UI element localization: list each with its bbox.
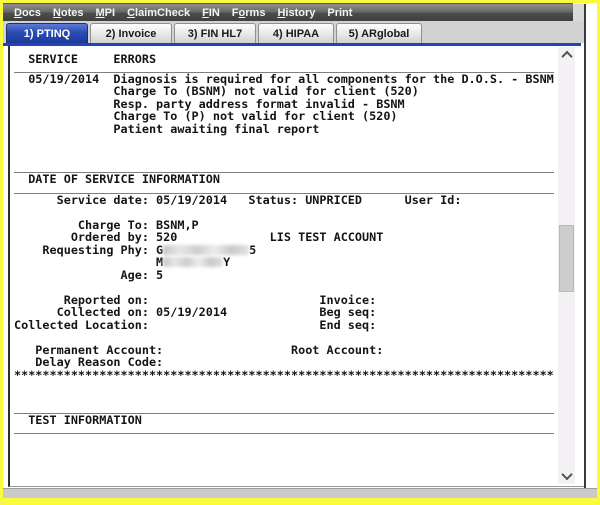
menu-label-part: D bbox=[14, 6, 22, 19]
menu-label-part: laimCheck bbox=[135, 6, 191, 19]
report-panel: SERVICE ERRORS 05/19/2014 Diagnosis is r… bbox=[8, 46, 584, 487]
section-title-date-of-service: DATE OF SERVICE INFORMATION bbox=[14, 172, 220, 186]
menu-item-fin[interactable]: FIN bbox=[196, 7, 226, 19]
chevron-up-icon bbox=[560, 50, 573, 63]
menu-label-part: N bbox=[52, 6, 61, 19]
menu-label-part: M bbox=[95, 6, 105, 19]
section-title-service-errors: SERVICE ERRORS bbox=[14, 52, 157, 66]
requesting-phy-prefix: Requesting Phy: G bbox=[14, 242, 164, 257]
redacted-text bbox=[163, 257, 224, 267]
section-divider bbox=[14, 192, 554, 194]
tab-bar: 1) PTINQ 2) Invoice 3) FIN HL7 4) HIPAA … bbox=[3, 21, 584, 43]
menu-label-part: F bbox=[202, 6, 209, 19]
scroll-up-button[interactable] bbox=[558, 47, 575, 63]
menu-item-print[interactable]: Print bbox=[321, 7, 358, 19]
menu-item-mpi[interactable]: MPI bbox=[90, 7, 122, 19]
date-of-service-lines-a: Service date: 05/19/2014 Status: UNPRICE… bbox=[56, 192, 462, 244]
service-errors-lines: 05/19/2014 Diagnosis is required for all… bbox=[28, 71, 554, 136]
section-divider bbox=[14, 432, 554, 434]
menu-label-part: PI bbox=[104, 6, 116, 19]
window-right-border bbox=[584, 4, 586, 497]
menu-label-part: H bbox=[277, 6, 286, 19]
vertical-scrollbar[interactable] bbox=[558, 47, 575, 484]
menu-item-forms[interactable]: Forms bbox=[226, 7, 272, 19]
menu-label-part: istory bbox=[285, 6, 316, 19]
menu-label-part: Print bbox=[327, 6, 353, 19]
menu-label-part: IN bbox=[208, 6, 220, 19]
tab-fin-hl7[interactable]: 3) FIN HL7 bbox=[174, 23, 256, 43]
section-divider bbox=[14, 71, 554, 73]
tab-hipaa[interactable]: 4) HIPAA bbox=[258, 23, 334, 43]
tab-invoice[interactable]: 2) Invoice bbox=[90, 23, 172, 43]
report-content: SERVICE ERRORS 05/19/2014 Diagnosis is r… bbox=[10, 46, 558, 486]
tab-ptinq[interactable]: 1) PTINQ bbox=[6, 23, 88, 43]
date-of-service-lines-b: Age: 5 Reported on: Invoice: Collected o… bbox=[14, 267, 554, 382]
requesting-phy-line-1: Requesting Phy: G 5 bbox=[14, 242, 554, 257]
menu-bar: Docs Notes MPI ClaimCheck FIN Forms Hist… bbox=[3, 4, 573, 21]
menu-item-docs[interactable]: Docs bbox=[8, 7, 47, 19]
menu-label-part: ocs bbox=[21, 6, 41, 19]
requesting-phy-prefix: M bbox=[14, 255, 164, 269]
scroll-down-button[interactable] bbox=[558, 468, 575, 484]
menu-item-claimcheck[interactable]: ClaimCheck bbox=[121, 7, 196, 19]
menu-label-part: F bbox=[231, 6, 239, 19]
section-divider bbox=[14, 413, 554, 414]
tab-arglobal[interactable]: 5) ARglobal bbox=[336, 23, 422, 43]
menu-label-part: rms bbox=[245, 6, 266, 19]
window-bottom-band bbox=[3, 488, 597, 498]
menu-bar-end-cap bbox=[573, 4, 584, 21]
menu-item-notes[interactable]: Notes bbox=[47, 7, 90, 19]
chevron-down-icon bbox=[560, 468, 573, 481]
requesting-phy-suffix: 5 bbox=[249, 242, 257, 257]
menu-label-part: C bbox=[127, 6, 136, 19]
scrollbar-thumb[interactable] bbox=[559, 225, 574, 292]
menu-item-history[interactable]: History bbox=[271, 7, 321, 19]
section-divider bbox=[14, 172, 554, 173]
tab-separator-rule bbox=[3, 43, 581, 46]
window-top-accent bbox=[3, 3, 573, 4]
requesting-phy-suffix: Y bbox=[223, 255, 231, 269]
menu-label-part: otes bbox=[60, 6, 84, 19]
section-title-test-information: TEST INFORMATION bbox=[14, 413, 142, 427]
menu-label-part: o bbox=[238, 6, 246, 19]
redacted-text bbox=[163, 244, 250, 255]
